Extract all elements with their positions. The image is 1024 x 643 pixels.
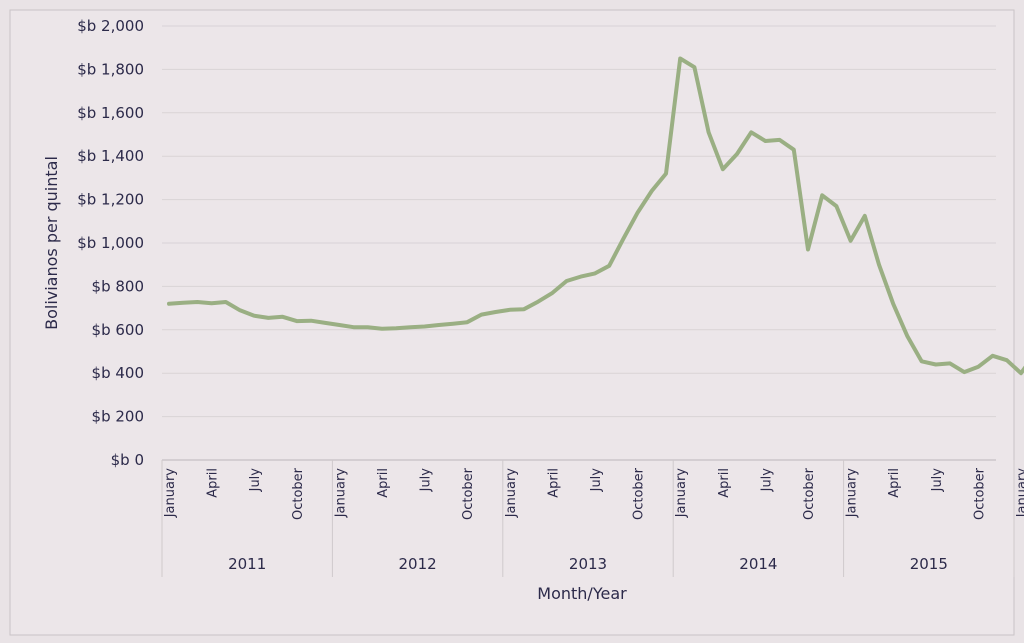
year-label: 2014 xyxy=(739,555,777,573)
y-tick-label: $b 1,400 xyxy=(77,147,144,165)
x-tick-label: April xyxy=(206,468,221,498)
x-tick-label: October xyxy=(632,467,647,520)
y-tick-label: $b 1,200 xyxy=(77,191,144,209)
y-tick-label: $b 200 xyxy=(92,408,144,426)
x-axis: January April July October 2011 January April J… xyxy=(161,460,1024,577)
x-tick-label: October xyxy=(461,467,476,520)
x-tick-label: July xyxy=(930,468,945,493)
x-tick-label: January xyxy=(845,468,860,519)
x-tick-label: October xyxy=(972,467,987,520)
x-tick-label: January xyxy=(504,468,519,519)
x-tick-label: October xyxy=(291,467,306,520)
y-tick-label: $b 800 xyxy=(92,277,144,295)
y-tick-label: $b 1,800 xyxy=(77,60,144,78)
x-tick-label: January xyxy=(1015,468,1024,519)
x-tick-label: January xyxy=(163,468,178,519)
x-tick-label: January xyxy=(333,468,348,519)
plot-background xyxy=(9,9,1015,636)
y-tick-label: $b 0 xyxy=(111,451,144,469)
x-axis-title: Month/Year xyxy=(537,584,627,603)
x-tick-label: July xyxy=(589,468,604,493)
y-tick-label: $b 600 xyxy=(92,321,144,339)
x-tick-label: April xyxy=(887,468,902,498)
y-tick-label: $b 1,000 xyxy=(77,234,144,252)
series-line xyxy=(167,56,1024,376)
x-tick-label: April xyxy=(717,468,732,498)
x-tick-label: April xyxy=(376,468,391,498)
y-tick-label: $b 2,000 xyxy=(77,17,144,35)
x-tick-label: July xyxy=(419,468,434,493)
x-tick-label: April xyxy=(546,468,561,498)
gridlines xyxy=(162,25,996,461)
y-axis-title: Bolivianos per quintal xyxy=(42,156,61,330)
y-tick-label: $b 400 xyxy=(92,364,144,382)
x-tick-label: October xyxy=(802,467,817,520)
x-tick-label: January xyxy=(674,468,689,519)
series-group xyxy=(167,56,1024,376)
year-label: 2011 xyxy=(228,555,266,573)
x-tick-label: July xyxy=(759,468,774,493)
year-label: 2013 xyxy=(569,555,607,573)
year-label: 2012 xyxy=(399,555,437,573)
year-label: 2015 xyxy=(910,555,948,573)
y-tick-label: $b 1,600 xyxy=(77,104,144,122)
x-tick-label: July xyxy=(248,468,263,493)
y-axis-ticks: $b 0 $b 200 $b 400 $b 600 $b 800 $b 1,000 $b 1… xyxy=(77,17,144,469)
